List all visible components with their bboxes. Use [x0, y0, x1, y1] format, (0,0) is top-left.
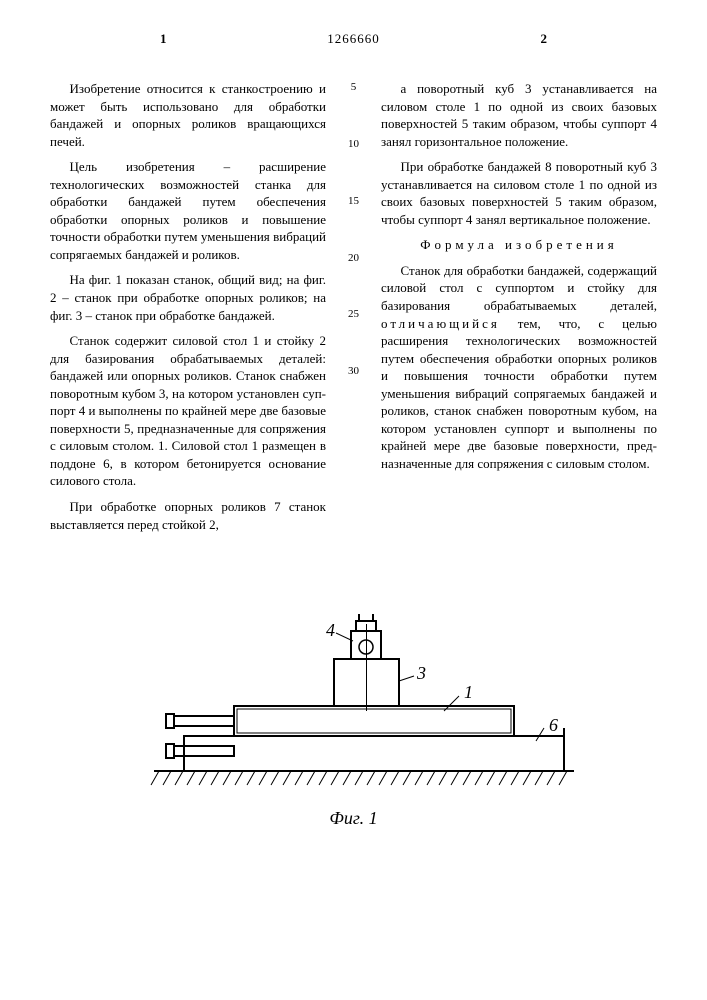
document-number: 1266660 [327, 30, 380, 48]
line-number: 5 [346, 80, 361, 95]
line-number: 10 [346, 137, 361, 152]
text-span: Станок для обработки бандажей, со­держащ… [381, 263, 657, 313]
svg-text:6: 6 [549, 715, 558, 735]
diagram-svg: 4 3 1 6 [124, 571, 584, 801]
figure-caption: Фиг. 1 [50, 806, 657, 830]
paragraph: При обработке бандажей 8 поворот­ный куб… [381, 158, 657, 228]
svg-text:3: 3 [416, 663, 426, 683]
page-number-left: 1 [160, 30, 167, 48]
text-span-spaced: отличающийся [381, 316, 500, 331]
page-number-right: 2 [541, 30, 548, 48]
text-columns: Изобретение относится к станко­строению … [50, 80, 657, 541]
paragraph: Станок для обработки бандажей, со­держащ… [381, 262, 657, 473]
left-column: Изобретение относится к станко­строению … [50, 80, 326, 541]
text-span: тем, что, с целью расширения техно­логич… [381, 316, 657, 471]
svg-text:4: 4 [326, 620, 335, 640]
paragraph: Цель изобретения – расширение технологич… [50, 158, 326, 263]
figure-1: 4 3 1 6 Фиг. 1 [50, 571, 657, 830]
paragraph: На фиг. 1 показан станок, общий вид; на … [50, 271, 326, 324]
page-header: 1 1266660 2 [50, 30, 657, 60]
right-column: а поворотный куб 3 устанавливается на си… [381, 80, 657, 541]
paragraph: Станок содержит силовой стол 1 и стойку … [50, 332, 326, 490]
paragraph: а поворотный куб 3 устанавливается на си… [381, 80, 657, 150]
line-number: 30 [346, 364, 361, 379]
paragraph: Изобретение относится к станко­строению … [50, 80, 326, 150]
svg-text:1: 1 [464, 682, 473, 702]
formula-heading: Формула изобретения [381, 236, 657, 254]
line-number: 25 [346, 307, 361, 322]
paragraph: При обработке опорных роликов 7 станок в… [50, 498, 326, 533]
line-number-gutter: 5 10 15 20 25 30 [346, 80, 361, 541]
line-number: 15 [346, 194, 361, 209]
line-number: 20 [346, 251, 361, 266]
